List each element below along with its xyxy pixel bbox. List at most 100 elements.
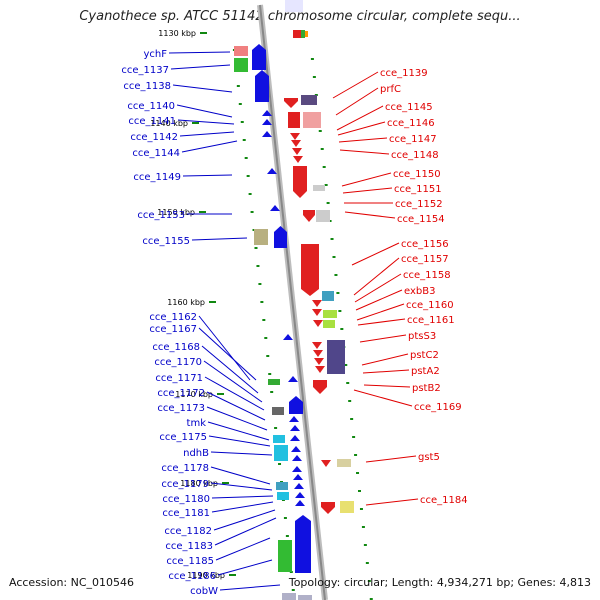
gene-feature [305, 31, 308, 37]
gene-label-right[interactable]: cce_1152 [395, 199, 443, 210]
gene-label-left[interactable]: cce_1168 [152, 342, 200, 353]
gene-feature-small [290, 435, 300, 441]
gene-feature-small [313, 320, 323, 327]
gene-feature-small [290, 133, 300, 140]
gene-label-left[interactable]: cce_1155 [142, 236, 190, 247]
leader-line [211, 501, 274, 513]
gene-label-left[interactable]: cce_1175 [159, 432, 207, 443]
gene-label-left[interactable]: cce_1183 [165, 541, 213, 552]
gene-label-right[interactable]: pstB2 [412, 383, 441, 394]
kbp-tick-label: 1190 kbp [187, 571, 225, 580]
gene-label-left[interactable]: cce_1172 [157, 388, 205, 399]
gene-label-left[interactable]: cce_1153 [137, 210, 185, 221]
gene-label-left[interactable]: cce_1186 [168, 571, 216, 582]
gene-label-right[interactable]: cce_1160 [406, 300, 454, 311]
gene-feature-small [312, 342, 322, 349]
gene-feature-small [291, 140, 301, 147]
leader-line [351, 242, 400, 266]
gene-feature-reverse [284, 98, 298, 108]
gene-label-right[interactable]: cce_1146 [387, 118, 435, 129]
gene-feature [273, 435, 285, 443]
leader-line [181, 140, 238, 153]
gene-label-left[interactable]: cobW [190, 586, 218, 597]
gene-label-left[interactable]: cce_1185 [166, 556, 214, 567]
gene-feature-small [267, 168, 277, 174]
leader-line [215, 537, 271, 561]
kbp-tick-label: 1130 kbp [158, 29, 196, 38]
gene-label-right[interactable]: cce_1150 [393, 169, 441, 180]
gene-label-right[interactable]: pstA2 [411, 366, 440, 377]
gene-label-left[interactable]: cce_1149 [133, 172, 181, 183]
leader-line [170, 64, 231, 70]
leader-line [206, 391, 266, 421]
leader-line [211, 495, 274, 499]
gene-label-right[interactable]: cce_1151 [394, 184, 442, 195]
gene-feature-small [292, 455, 302, 461]
gene-label-right[interactable]: pstC2 [410, 350, 439, 361]
gene-feature [285, 0, 303, 12]
leader-line [214, 517, 277, 546]
gene-feature [293, 30, 301, 38]
gene-label-left[interactable]: cce_1173 [157, 403, 205, 414]
leader-line [210, 482, 273, 491]
gene-label-left[interactable]: cce_1171 [155, 373, 203, 384]
gene-label-left[interactable]: cce_1137 [121, 65, 169, 76]
gene-label-left[interactable]: cce_1170 [154, 357, 202, 368]
gene-label-left[interactable]: cce_1141 [128, 116, 176, 127]
gene-label-left[interactable]: cce_1162 [149, 312, 197, 323]
gene-label-right[interactable]: cce_1169 [414, 402, 462, 413]
gene-feature [272, 407, 284, 415]
gene-label-right[interactable]: ptsS3 [408, 331, 436, 342]
gene-feature-small [262, 119, 272, 125]
leader-line [217, 559, 273, 576]
leader-line [341, 172, 392, 187]
gene-label-right[interactable]: cce_1148 [391, 150, 439, 161]
topology-text: Topology: circular; Length: 4,934,271 bp… [288, 576, 591, 589]
gene-feature [298, 595, 312, 600]
gene-label-right[interactable]: cce_1157 [401, 254, 449, 265]
gene-label-left[interactable]: cce_1178 [161, 463, 209, 474]
gene-label-right[interactable]: cce_1156 [401, 239, 449, 250]
gene-feature-small [292, 148, 302, 155]
gene-feature-small [262, 131, 272, 137]
leader-line [336, 105, 384, 131]
gene-feature-forward [289, 396, 303, 414]
leader-line [337, 121, 386, 136]
gene-label-left[interactable]: cce_1142 [130, 132, 178, 143]
leader-line [201, 345, 259, 394]
gene-label-right[interactable]: cce_1161 [407, 315, 455, 326]
kbp-tick-label: 1170 kbp [175, 390, 213, 399]
leader-line [362, 369, 410, 374]
kbp-tick-label: 1160 kbp [167, 298, 205, 307]
gene-label-right[interactable]: cce_1147 [389, 134, 437, 145]
gene-label-left[interactable]: ychF [143, 49, 167, 60]
gene-label-right[interactable]: gst5 [418, 452, 440, 463]
leader-line [198, 315, 251, 381]
leader-line [353, 257, 400, 296]
gene-label-right[interactable]: cce_1158 [403, 270, 451, 281]
gene-label-left[interactable]: cce_1179 [161, 479, 209, 490]
gene-label-left[interactable]: cce_1182 [164, 526, 212, 537]
gene-label-left[interactable]: ndhB [183, 448, 209, 459]
gene-label-left[interactable]: cce_1180 [162, 494, 210, 505]
gene-label-right[interactable]: prfC [380, 84, 401, 95]
leader-line [210, 466, 271, 485]
leader-line [176, 104, 233, 118]
leader-line [357, 318, 406, 326]
gene-feature [322, 291, 334, 301]
chromosome-backbone [257, 4, 328, 600]
gene-label-left[interactable]: tmk [187, 418, 207, 429]
gene-label-right[interactable]: cce_1154 [397, 214, 445, 225]
gene-label-left[interactable]: cce_1181 [162, 508, 210, 519]
gene-label-left[interactable]: cce_1144 [132, 148, 180, 159]
gene-label-left[interactable]: cce_1140 [127, 101, 175, 112]
gene-label-left[interactable]: cce_1138 [123, 81, 171, 92]
leader-line [203, 360, 263, 403]
gene-label-right[interactable]: cce_1139 [380, 68, 428, 79]
gene-label-right[interactable]: exbB3 [404, 286, 435, 297]
gene-label-right[interactable]: cce_1145 [385, 102, 433, 113]
gene-label-right[interactable]: cce_1184 [420, 495, 468, 506]
gene-label-left[interactable]: cce_1167 [149, 324, 197, 335]
gene-feature [340, 501, 354, 513]
leader-line [365, 455, 417, 463]
